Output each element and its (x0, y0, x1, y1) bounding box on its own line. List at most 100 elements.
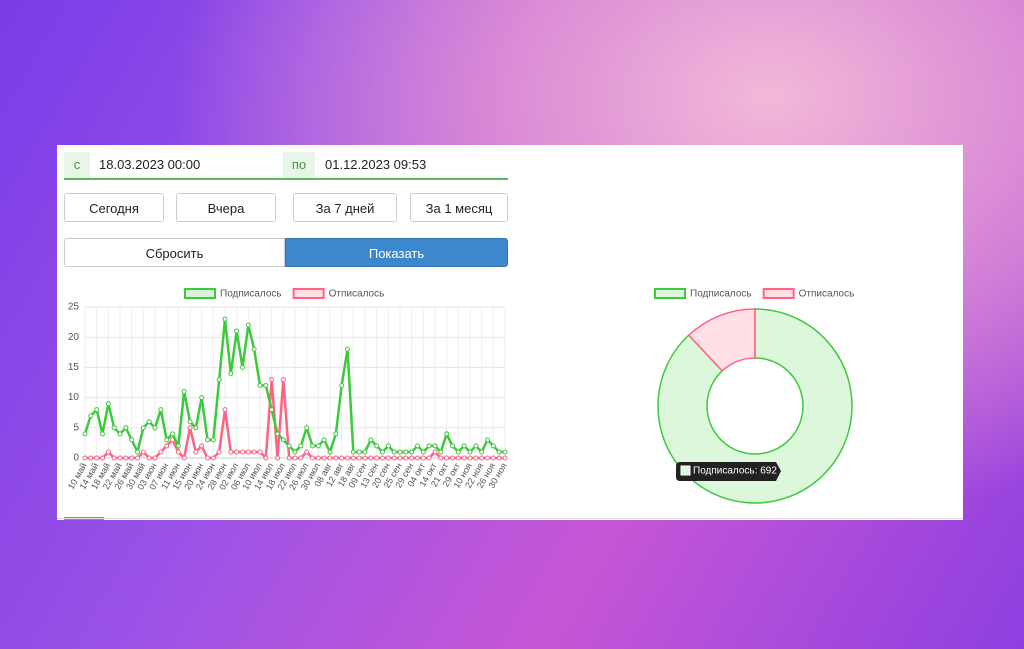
data-point (315, 455, 321, 461)
data-point (409, 449, 415, 455)
data-point (100, 455, 105, 461)
data-point (368, 455, 374, 461)
data-point (426, 443, 432, 449)
data-point (420, 455, 426, 461)
data-point (275, 455, 280, 461)
data-point (350, 449, 356, 455)
data-point (362, 455, 368, 461)
data-point (380, 449, 385, 455)
data-point (222, 407, 228, 413)
data-point (187, 425, 193, 431)
data-point (193, 449, 199, 455)
data-point (181, 455, 187, 461)
data-point (479, 449, 485, 455)
data-point (485, 437, 490, 443)
data-point (461, 443, 467, 449)
data-point (496, 449, 502, 455)
data-point (298, 455, 304, 461)
data-point (152, 425, 158, 431)
week-button[interactable]: За 7 дней (293, 193, 397, 222)
data-point (280, 437, 286, 443)
data-point (502, 455, 508, 461)
data-point (164, 443, 170, 449)
data-point (216, 449, 222, 455)
data-point (391, 449, 397, 455)
data-point (82, 431, 88, 437)
data-point (461, 455, 467, 461)
input-underline (64, 178, 508, 180)
data-point (263, 383, 269, 389)
data-point (391, 455, 397, 461)
data-point (286, 443, 292, 449)
y-tick-label: 5 (73, 422, 79, 433)
data-point (438, 455, 444, 461)
data-point (181, 389, 187, 395)
data-point (228, 449, 234, 455)
data-point (100, 431, 105, 437)
data-point (94, 455, 100, 461)
data-point (263, 455, 269, 461)
data-point (321, 437, 327, 443)
data-point (380, 455, 385, 461)
data-point (280, 376, 286, 382)
data-point (403, 449, 409, 455)
data-point (152, 455, 158, 461)
data-point (467, 455, 473, 461)
month-button[interactable]: За 1 месяц (410, 193, 508, 222)
to-input[interactable]: 01.12.2023 09:53 (325, 157, 427, 172)
data-point (473, 443, 479, 449)
doughnut-slice (687, 308, 756, 372)
today-button[interactable]: Сегодня (64, 193, 164, 222)
data-point (490, 443, 496, 449)
y-tick-label: 0 (73, 453, 79, 464)
data-point (479, 455, 485, 461)
legend-label: Подписалось (220, 289, 282, 300)
data-point (385, 455, 391, 461)
data-point (123, 455, 129, 461)
data-point (315, 443, 321, 449)
data-point (158, 407, 164, 413)
legend-label: Подписалось (690, 289, 752, 300)
data-point (426, 455, 432, 461)
data-point (310, 455, 315, 461)
reset-button[interactable]: Сбросить (64, 238, 285, 267)
data-point (345, 346, 350, 352)
data-point (298, 443, 304, 449)
data-point (111, 425, 117, 431)
legend-label: Отписалось (799, 289, 855, 300)
data-point (374, 443, 380, 449)
tooltip-box (676, 462, 781, 481)
from-input[interactable]: 18.03.2023 00:00 (99, 157, 201, 172)
data-point (275, 431, 280, 437)
data-point (339, 383, 345, 389)
legend-swatch (654, 288, 686, 299)
data-point (374, 455, 380, 461)
data-point (292, 455, 298, 461)
data-point (245, 322, 251, 328)
data-point (286, 455, 292, 461)
data-point (450, 455, 455, 461)
show-button[interactable]: Показать (285, 238, 508, 267)
data-point (105, 449, 111, 455)
data-point (473, 455, 479, 461)
data-point (193, 425, 199, 431)
data-point (362, 449, 368, 455)
data-point (327, 455, 333, 461)
tooltip-swatch (680, 465, 691, 476)
data-point (257, 449, 263, 455)
yesterday-button[interactable]: Вчера (176, 193, 276, 222)
data-point (210, 437, 216, 443)
data-point (496, 455, 502, 461)
divider (57, 518, 963, 519)
data-point (251, 449, 257, 455)
data-point (129, 437, 135, 443)
data-point (397, 455, 403, 461)
legend-swatch (184, 288, 216, 299)
data-point (140, 425, 146, 431)
data-point (327, 449, 333, 455)
data-point (234, 328, 240, 334)
data-point (438, 449, 444, 455)
data-point (187, 419, 193, 425)
data-point (117, 455, 123, 461)
